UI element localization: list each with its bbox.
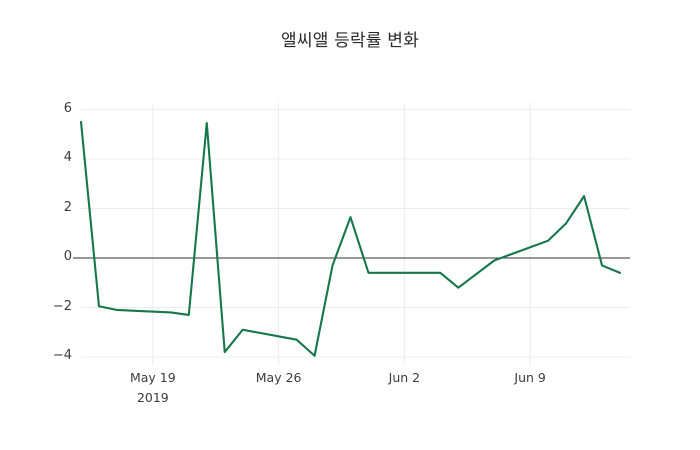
chart-title: 앨씨앨 등락률 변화 <box>281 31 419 51</box>
y-axis-tick-label: 0 <box>63 249 72 264</box>
vertical-gridlines <box>152 103 531 365</box>
y-axis-tick-label: 4 <box>63 150 72 165</box>
y-axis-tick-label: −2 <box>52 298 72 314</box>
data-series-line <box>79 120 622 357</box>
horizontal-gridlines <box>81 109 630 358</box>
y-axis-tick-label: 2 <box>63 199 72 215</box>
x-axis-year-label: 2019 <box>136 390 169 405</box>
y-axis-tick-label: 6 <box>63 100 72 116</box>
x-axis-tick-label: May 26 <box>255 370 302 385</box>
x-axis-tick-label: Jun 2 <box>388 370 421 385</box>
x-axis-tick-label: May 19 <box>129 370 176 385</box>
y-axis-tick-label: −4 <box>52 348 72 363</box>
x-axis-tick-label: Jun 9 <box>514 370 546 385</box>
